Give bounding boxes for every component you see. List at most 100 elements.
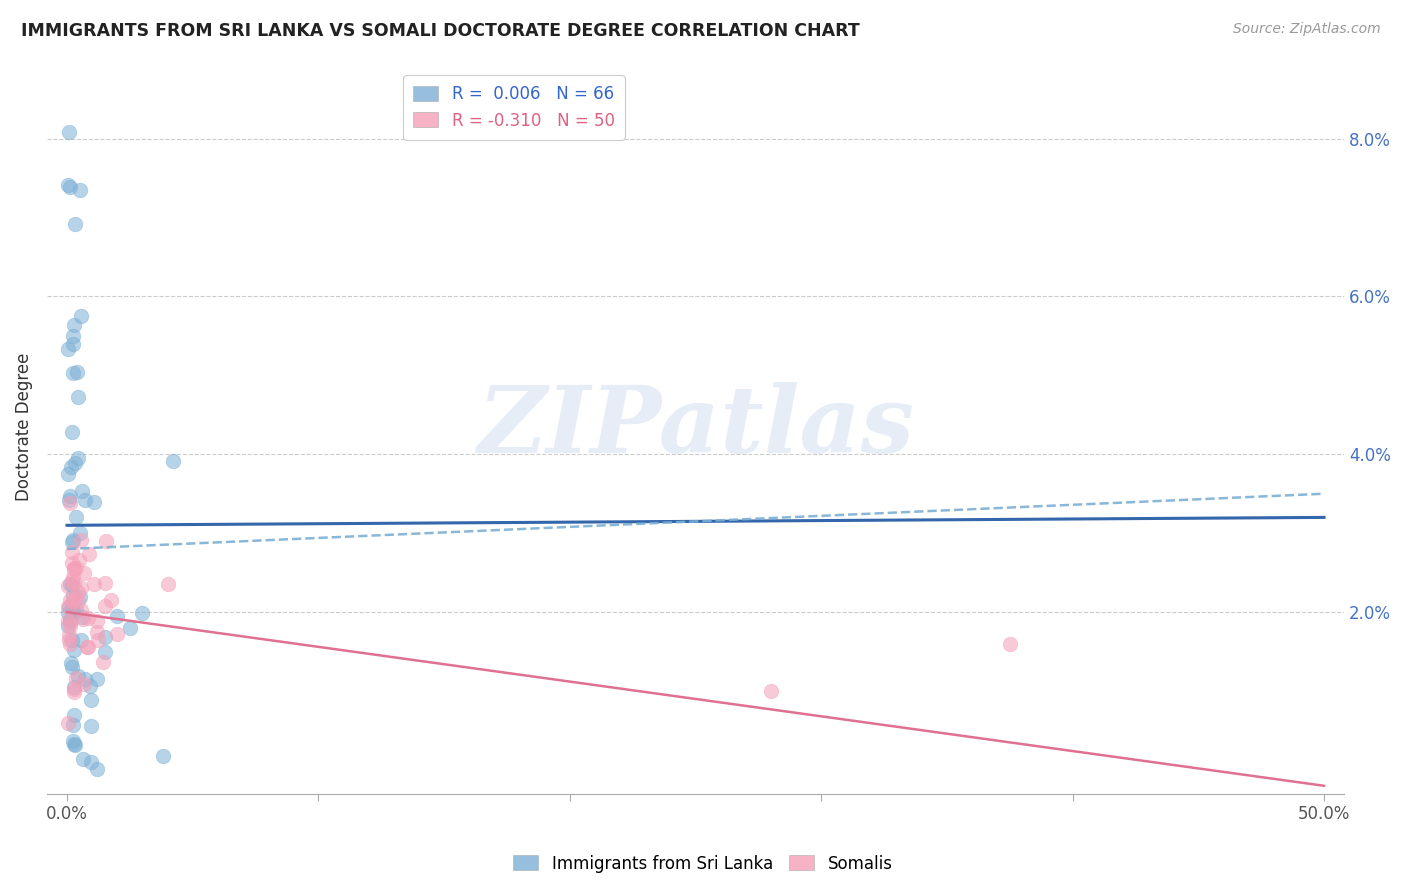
Point (86, 614, 108, 628)
Point (94, 599, 117, 613)
Point (93, 630, 115, 644)
Point (60, 656, 83, 670)
Point (86, 762, 108, 776)
Point (93, 575, 115, 590)
Point (59, 619, 82, 633)
Point (66, 365, 89, 379)
Text: ZIPatlas: ZIPatlas (477, 382, 914, 472)
Point (62, 685, 84, 699)
Point (69, 526, 91, 541)
Point (69, 309, 91, 323)
Point (59, 459, 82, 474)
Point (56, 716, 79, 731)
Point (73, 566, 96, 580)
Point (58, 627, 80, 641)
Point (60, 556, 83, 570)
Point (73, 672, 96, 686)
Point (67, 450, 90, 465)
Point (118, 622, 141, 636)
Point (83, 494, 105, 508)
Point (70, 581, 93, 595)
Point (70, 533, 93, 547)
Point (59, 489, 82, 503)
Point (60, 601, 83, 615)
Point (77, 547, 100, 561)
Point (759, 684, 782, 698)
Point (86, 624, 108, 639)
Point (63, 605, 86, 619)
Point (65, 602, 87, 616)
Point (58, 125, 80, 139)
Point (66, 594, 89, 608)
Point (100, 593, 122, 607)
Point (58, 599, 80, 614)
Point (94, 534, 117, 549)
Point (59, 613, 82, 627)
Point (62, 367, 84, 381)
Point (63, 708, 86, 723)
Point (58, 633, 80, 648)
Point (62, 588, 84, 602)
Point (998, 637, 1021, 651)
Point (70, 632, 93, 647)
Point (56, 619, 79, 633)
Point (69, 603, 91, 617)
Point (62, 681, 84, 696)
Text: IMMIGRANTS FROM SRI LANKA VS SOMALI DOCTORATE DEGREE CORRELATION CHART: IMMIGRANTS FROM SRI LANKA VS SOMALI DOCT… (21, 22, 860, 40)
Point (156, 577, 179, 591)
Point (60, 632, 83, 647)
Point (83, 577, 105, 591)
Point (105, 609, 128, 624)
Point (73, 677, 96, 691)
Point (63, 680, 86, 694)
Point (70, 610, 93, 624)
Point (63, 643, 86, 657)
Point (59, 180, 82, 194)
Point (59, 615, 82, 629)
Point (62, 328, 84, 343)
Point (76, 640, 98, 655)
Point (56, 600, 79, 615)
Point (60, 534, 83, 549)
Point (93, 655, 115, 669)
Point (75, 492, 97, 507)
Point (67, 669, 90, 683)
Point (60, 595, 83, 609)
Point (87, 632, 110, 647)
Point (77, 640, 100, 654)
Point (63, 738, 86, 752)
Point (59, 577, 82, 591)
Point (131, 606, 153, 620)
Point (67, 584, 90, 599)
Point (66, 390, 89, 404)
Point (152, 749, 174, 764)
Point (80, 719, 103, 733)
Point (60, 425, 83, 440)
Point (62, 337, 84, 351)
Point (63, 561, 86, 575)
Point (65, 671, 87, 685)
Y-axis label: Doctorate Degree: Doctorate Degree (15, 352, 32, 500)
Point (67, 553, 90, 567)
Point (56, 579, 79, 593)
Point (56, 614, 79, 628)
Point (69, 591, 91, 605)
Point (70, 484, 93, 499)
Point (80, 755, 103, 769)
Point (59, 593, 82, 607)
Legend: Immigrants from Sri Lanka, Somalis: Immigrants from Sri Lanka, Somalis (506, 848, 900, 880)
Point (62, 533, 84, 548)
Point (59, 637, 82, 651)
Legend: R =  0.006   N = 66, R = -0.310   N = 50: R = 0.006 N = 66, R = -0.310 N = 50 (404, 75, 624, 140)
Point (62, 318, 84, 332)
Point (105, 627, 128, 641)
Point (63, 575, 86, 590)
Point (94, 645, 117, 659)
Point (63, 562, 86, 576)
Point (60, 660, 83, 674)
Point (69, 183, 91, 197)
Point (63, 456, 86, 470)
Point (63, 217, 86, 231)
Point (80, 692, 103, 706)
Point (56, 178, 79, 192)
